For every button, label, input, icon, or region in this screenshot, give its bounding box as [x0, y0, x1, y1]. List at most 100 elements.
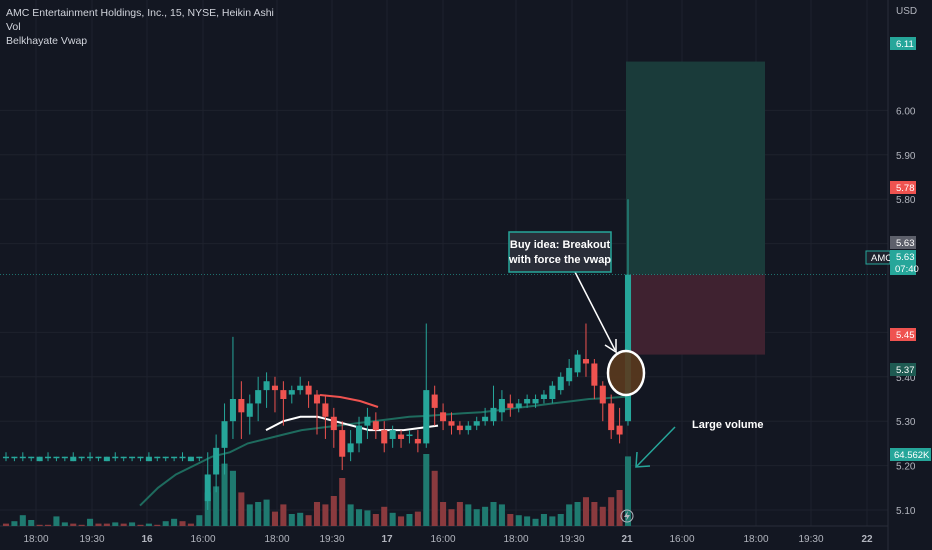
candle-body: [2, 456, 10, 459]
stop-loss-zone[interactable]: [626, 274, 765, 355]
candle-body: [238, 399, 245, 413]
highlight-circle: [606, 349, 646, 397]
candle-body: [524, 399, 531, 404]
candle-body: [204, 474, 211, 502]
time-tick-label: 18:00: [23, 534, 48, 545]
candle-body: [423, 390, 430, 444]
idea-arrow-line: [574, 271, 616, 351]
target-tag-bg: [890, 37, 916, 50]
volume-bar: [381, 506, 388, 526]
volume-bar: [582, 497, 589, 526]
vwap-indicator-label[interactable]: Belkhayate Vwap: [6, 35, 88, 47]
volume-bar: [171, 518, 178, 526]
candle-body: [36, 456, 43, 462]
candle-body: [19, 456, 26, 459]
price-tick-label: 5.90: [896, 151, 916, 162]
candle-body: [28, 456, 35, 459]
large-volume-note[interactable]: Large volume: [692, 419, 764, 431]
idea-arrow-head: [604, 339, 617, 354]
vwap-white-line: [265, 415, 439, 432]
time-tick-label: 16:00: [190, 534, 215, 545]
volume-bar: [297, 512, 304, 526]
candle-body: [78, 456, 85, 459]
candle-body: [566, 367, 573, 382]
volume-bar: [145, 523, 152, 526]
drawn-annotations[interactable]: [574, 271, 676, 523]
volume-bar: [129, 522, 136, 526]
bar-countdown: 07:40: [895, 264, 919, 275]
time-tick-label: 16:00: [430, 534, 455, 545]
candle-body: [221, 421, 228, 448]
candle-body: [154, 456, 161, 459]
volume-bar: [19, 515, 26, 526]
candle-body: [532, 399, 539, 404]
time-scale[interactable]: 18:00 19:30 16 16:00 18:00 19:30 17 16:00 18:00 1…: [23, 534, 873, 545]
volume-bar: [11, 521, 18, 526]
volume-tag: 64.562K: [894, 450, 930, 461]
candle-body: [507, 403, 514, 408]
volume-bar: [431, 470, 438, 526]
candle-body: [356, 425, 363, 444]
high-price-tag: 5.78: [896, 183, 915, 194]
candle-body: [288, 390, 295, 395]
volume-bar: [540, 514, 547, 526]
volume-bar: [624, 456, 632, 526]
vwap-red-segment: [319, 394, 379, 408]
volume-bar: [246, 504, 253, 526]
symbol-title[interactable]: AMC Entertainment Holdings, Inc., 15, NY…: [6, 7, 274, 19]
volume-bar: [566, 504, 573, 526]
candle-body: [599, 385, 606, 404]
volume-bar: [28, 520, 35, 526]
candle-body: [87, 456, 94, 459]
time-tick-label: 18:00: [264, 534, 289, 545]
volume-indicator-label[interactable]: Vol: [6, 21, 21, 33]
candle-body: [440, 412, 447, 422]
candle-body: [389, 430, 396, 439]
candle-body: [482, 416, 489, 422]
volume-bar: [330, 496, 337, 526]
candle-body: [95, 456, 102, 459]
vwap-price-tag: 5.37: [896, 365, 915, 376]
volume-bar: [372, 514, 379, 526]
buy-idea-note[interactable]: Buy idea: Breakout with force the vwap: [508, 231, 612, 273]
buy-idea-line-2: with force the vwap: [508, 254, 611, 266]
volume-bar: [112, 522, 119, 526]
candle-body: [591, 363, 598, 386]
vwap-green-line: [139, 395, 626, 507]
lightning-icon: [620, 509, 634, 523]
candle-body: [406, 434, 413, 437]
time-tick-label: 19:30: [319, 534, 344, 545]
volume-bar: [524, 516, 531, 526]
candle-body: [145, 456, 152, 462]
volume-bar: [271, 511, 278, 526]
candle-body: [120, 456, 127, 459]
stop-price-tag: 5.45: [896, 330, 915, 341]
profit-target-zone[interactable]: [626, 61, 765, 275]
volume-bar: [347, 504, 354, 526]
volume-bar: [313, 502, 321, 526]
volume-bar: [507, 514, 514, 526]
candle-body: [313, 394, 321, 404]
time-tick-label: 19:30: [79, 534, 104, 545]
candle-body: [456, 425, 463, 431]
candle-body: [490, 407, 497, 422]
volume-arrow-line: [636, 426, 676, 467]
price-tick-label: 5.10: [896, 506, 916, 517]
time-tick-label: 17: [381, 534, 393, 545]
candle-body: [473, 421, 480, 426]
candle-body: [582, 359, 589, 364]
volume-bar: [263, 499, 270, 526]
volume-bar: [137, 524, 144, 526]
buy-idea-line-1: Buy idea: Breakout: [510, 239, 611, 251]
candle-body: [263, 381, 270, 391]
volume-bar: [162, 521, 169, 526]
last-close-tag: 5.63: [896, 238, 915, 249]
candle-body: [305, 385, 312, 395]
position-zones: [626, 61, 765, 355]
volume-bar: [229, 470, 236, 526]
time-tick-label: 19:30: [798, 534, 823, 545]
candle-body: [498, 399, 505, 413]
volume-bar: [187, 523, 194, 526]
time-tick-label: 19:30: [559, 534, 584, 545]
